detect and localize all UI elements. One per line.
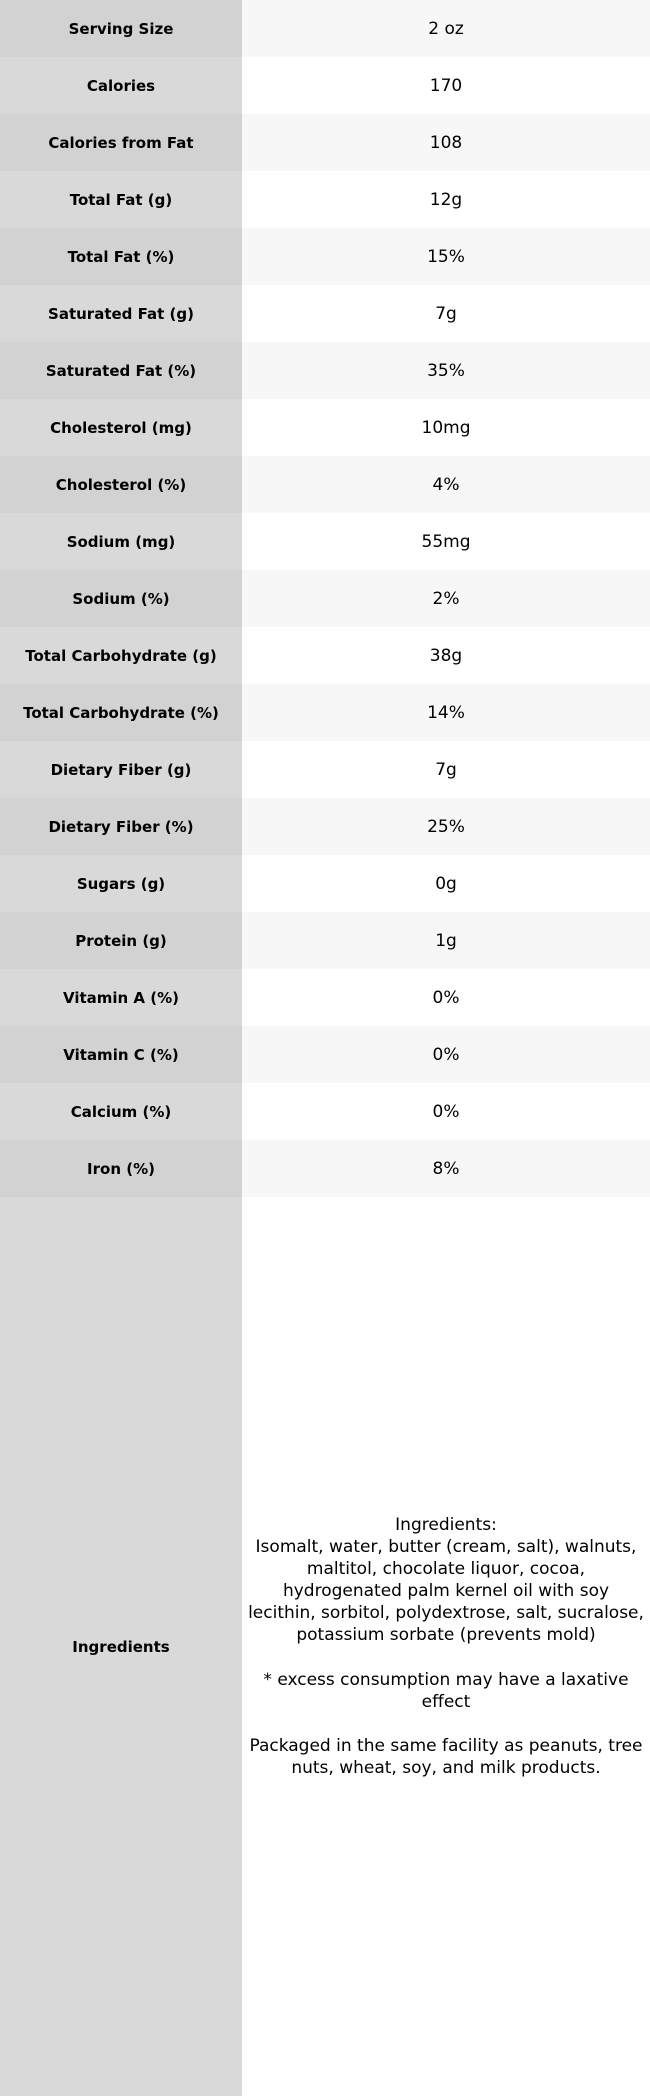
row-label: Dietary Fiber (g) <box>0 741 242 798</box>
row-label: Calories <box>0 57 242 114</box>
row-value: 35% <box>242 342 650 399</box>
row-label: Protein (g) <box>0 912 242 969</box>
row-label: Cholesterol (%) <box>0 456 242 513</box>
row-value: 8% <box>242 1140 650 1197</box>
table-row: Cholesterol (mg) 10mg <box>0 399 650 456</box>
table-row: Total Fat (%) 15% <box>0 228 650 285</box>
row-value: 0g <box>242 855 650 912</box>
table-row: Total Carbohydrate (g) 38g <box>0 627 650 684</box>
table-row: Sodium (mg) 55mg <box>0 513 650 570</box>
row-value: 14% <box>242 684 650 741</box>
row-label: Sodium (%) <box>0 570 242 627</box>
row-label: Vitamin C (%) <box>0 1026 242 1083</box>
table-row: Saturated Fat (g) 7g <box>0 285 650 342</box>
table-row: Calories 170 <box>0 57 650 114</box>
table-row: Sodium (%) 2% <box>0 570 650 627</box>
table-row: Serving Size 2 oz <box>0 0 650 57</box>
row-value: 15% <box>242 228 650 285</box>
row-label: Dietary Fiber (%) <box>0 798 242 855</box>
table-row: Calories from Fat 108 <box>0 114 650 171</box>
row-value: 0% <box>242 1026 650 1083</box>
row-value: 7g <box>242 741 650 798</box>
table-row: Vitamin C (%) 0% <box>0 1026 650 1083</box>
row-label: Calcium (%) <box>0 1083 242 1140</box>
row-value: 2% <box>242 570 650 627</box>
table-row: Total Carbohydrate (%) 14% <box>0 684 650 741</box>
table-row: Iron (%) 8% <box>0 1140 650 1197</box>
row-label: Serving Size <box>0 0 242 57</box>
table-row: Protein (g) 1g <box>0 912 650 969</box>
row-value: 108 <box>242 114 650 171</box>
table-row: Saturated Fat (%) 35% <box>0 342 650 399</box>
row-label: Saturated Fat (%) <box>0 342 242 399</box>
row-label: Total Carbohydrate (%) <box>0 684 242 741</box>
row-value: 38g <box>242 627 650 684</box>
row-label: Total Fat (g) <box>0 171 242 228</box>
table-row: Total Fat (g) 12g <box>0 171 650 228</box>
row-label: Vitamin A (%) <box>0 969 242 1026</box>
row-value: 4% <box>242 456 650 513</box>
row-value: 2 oz <box>242 0 650 57</box>
row-value: 25% <box>242 798 650 855</box>
row-label: Sodium (mg) <box>0 513 242 570</box>
row-label: Saturated Fat (g) <box>0 285 242 342</box>
row-value: 170 <box>242 57 650 114</box>
row-value: 12g <box>242 171 650 228</box>
table-row: Calcium (%) 0% <box>0 1083 650 1140</box>
ingredients-label: Ingredients <box>0 1197 242 2096</box>
table-row: Vitamin A (%) 0% <box>0 969 650 1026</box>
row-value: 7g <box>242 285 650 342</box>
row-label: Iron (%) <box>0 1140 242 1197</box>
ingredients-row: Ingredients Ingredients: Isomalt, water,… <box>0 1197 650 2096</box>
ingredients-text: Ingredients: Isomalt, water, butter (cre… <box>242 1197 650 2096</box>
row-value: 10mg <box>242 399 650 456</box>
table-row: Dietary Fiber (%) 25% <box>0 798 650 855</box>
row-label: Total Carbohydrate (g) <box>0 627 242 684</box>
row-value: 1g <box>242 912 650 969</box>
row-label: Cholesterol (mg) <box>0 399 242 456</box>
row-value: 0% <box>242 969 650 1026</box>
row-label: Total Fat (%) <box>0 228 242 285</box>
table-row: Cholesterol (%) 4% <box>0 456 650 513</box>
row-label: Calories from Fat <box>0 114 242 171</box>
table-row: Sugars (g) 0g <box>0 855 650 912</box>
row-value: 55mg <box>242 513 650 570</box>
table-row: Dietary Fiber (g) 7g <box>0 741 650 798</box>
row-label: Sugars (g) <box>0 855 242 912</box>
row-value: 0% <box>242 1083 650 1140</box>
